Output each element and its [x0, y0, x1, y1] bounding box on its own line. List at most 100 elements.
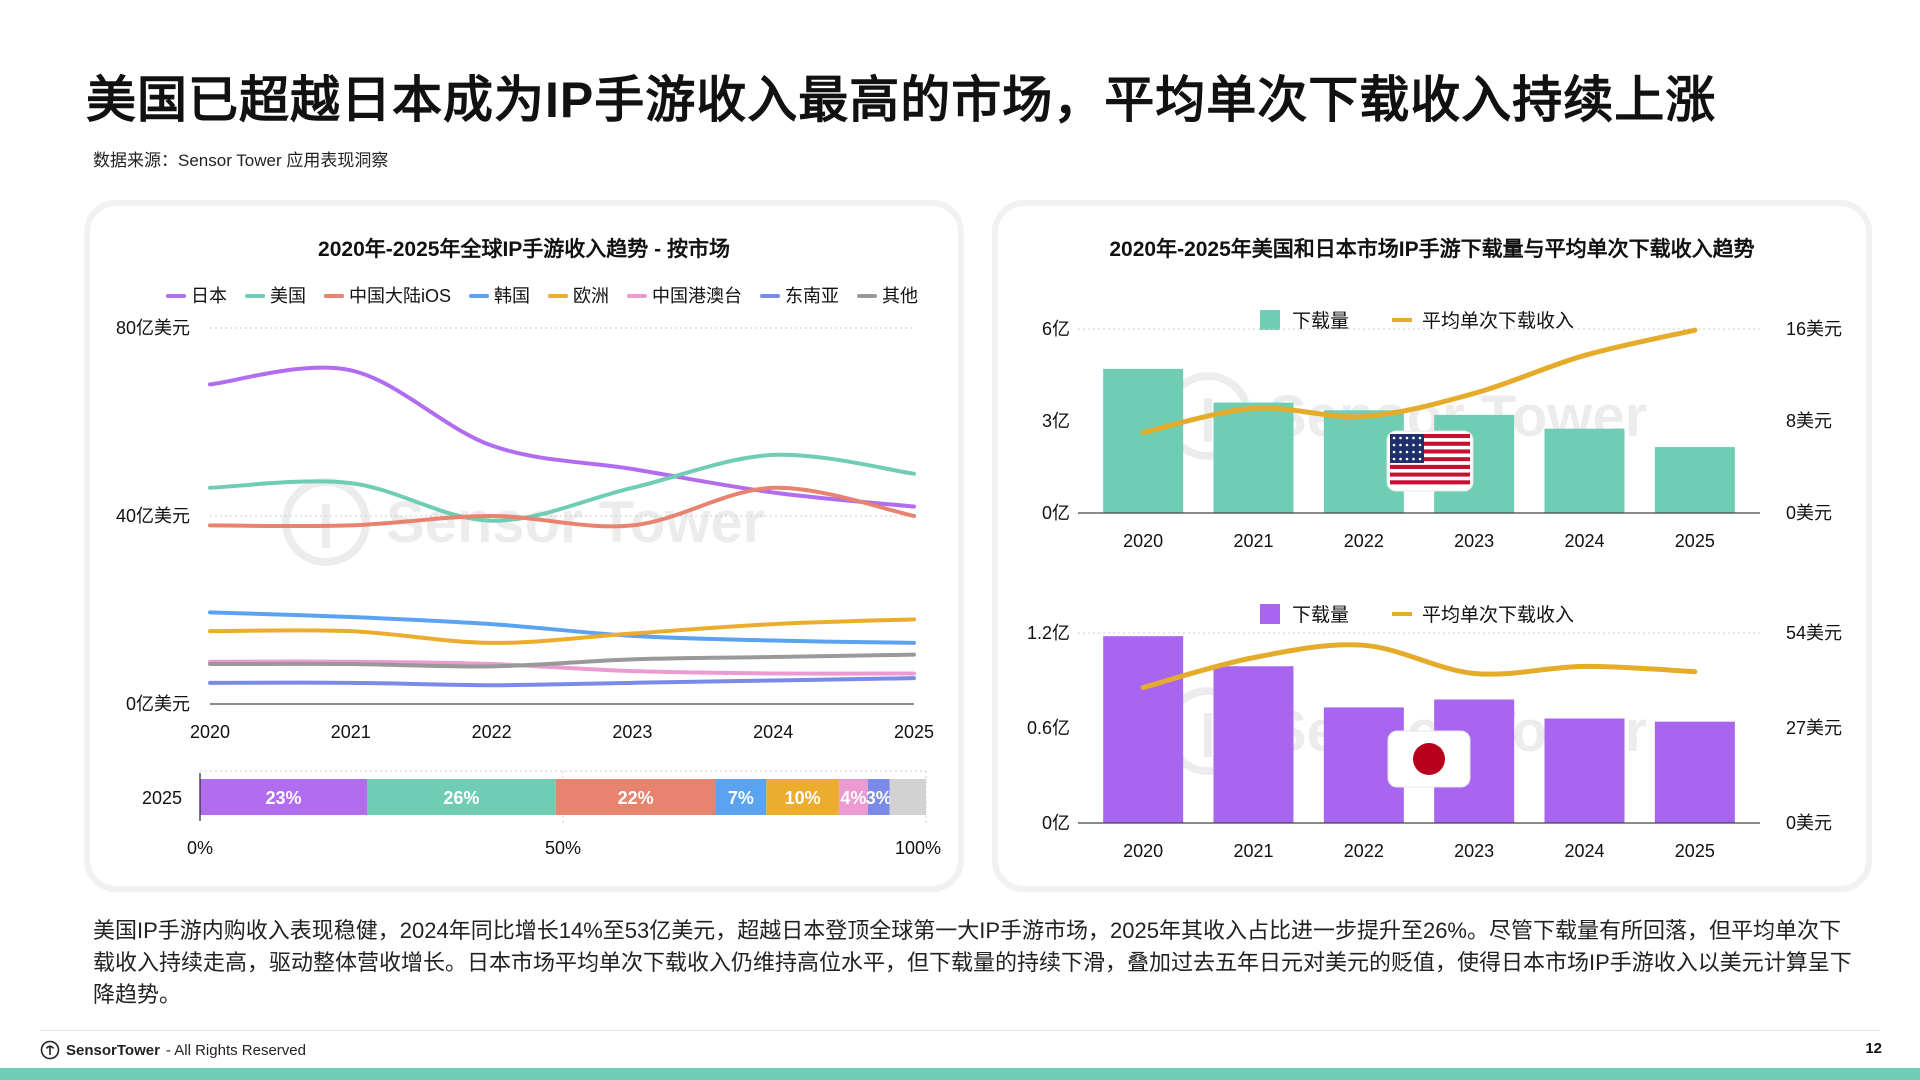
y-right-tick-label: 0美元 [1786, 503, 1832, 523]
legend-item: 韩国 [469, 286, 530, 306]
x-tick-label: 2023 [1454, 531, 1494, 551]
bar-日本-2025 [1654, 721, 1735, 823]
bar-美国-2024 [1544, 428, 1625, 513]
x-tick-label: 2023 [612, 722, 652, 742]
bar-美国-2025 [1654, 447, 1735, 513]
bar-segment-label: 26% [443, 788, 479, 808]
y-left-tick-label: 0亿 [1042, 813, 1070, 833]
bar-segment-label: 23% [265, 788, 301, 808]
x-tick-label: 2024 [753, 722, 793, 742]
y-tick-label: 0亿美元 [126, 694, 190, 714]
page-title: 美国已超越日本成为IP手游收入最高的市场，平均单次下载收入持续上涨 [86, 72, 1717, 128]
bar-美国-2020 [1103, 368, 1184, 513]
bar-segment-label: 7% [728, 788, 754, 808]
us-flag-star [1405, 443, 1409, 447]
us-flag-star [1392, 436, 1396, 440]
x-tick-label: 2020 [1123, 531, 1163, 551]
x-tick-label: 2023 [1454, 841, 1494, 861]
x-tick-label: 2021 [331, 722, 371, 742]
us-flag-star [1392, 457, 1396, 461]
bar-segment-美国 [366, 779, 556, 815]
y-right-tick-label: 16美元 [1786, 319, 1842, 339]
us-flag-star [1399, 450, 1402, 454]
us-flag-star [1418, 457, 1422, 461]
us-flag-star [1399, 443, 1402, 447]
us-flag-star [1405, 457, 1409, 461]
legend-label: 中国大陆iOS [349, 286, 451, 306]
bar-segment-东南亚 [867, 779, 890, 815]
data-source: 数据来源：Sensor Tower 应用表现洞察 [93, 151, 389, 170]
legend-label: 其他 [882, 286, 918, 306]
us-flag-star [1405, 436, 1409, 440]
footer-brand: SensorTower [66, 1041, 160, 1059]
bottom-accent-bar [0, 1068, 1920, 1080]
y-right-tick-label: 27美元 [1786, 718, 1842, 738]
us-flag-stripe-white [1390, 461, 1470, 466]
us-flag-stripe [1390, 472, 1470, 477]
bar-x-tick-label: 100% [895, 838, 941, 858]
legend-item: 欧洲 [548, 286, 609, 306]
legend-item: 美国 [245, 286, 306, 306]
legend-label: 下载量 [1292, 310, 1349, 332]
bar-segment-其他 [889, 779, 926, 815]
bar-segment-中国大陆iOS [555, 779, 716, 815]
legend-label: 日本 [191, 286, 227, 306]
japan-flag-sun [1413, 743, 1445, 775]
bar-segment-label: 4% [840, 788, 866, 808]
legend-label: 下载量 [1292, 604, 1349, 626]
y-tick-label: 80亿美元 [116, 318, 190, 338]
x-tick-label: 2020 [190, 722, 230, 742]
us-flag-star [1412, 457, 1415, 461]
description-text: 美国IP手游内购收入表现稳健，2024年同比增长14%至53亿美元，超越日本登顶… [93, 918, 1852, 1007]
bar-美国-2021 [1213, 402, 1294, 513]
x-tick-label: 2020 [1123, 841, 1163, 861]
legend-item: 其他 [857, 286, 918, 306]
bar-segment-中国港澳台 [838, 779, 868, 815]
us-flag-stripe [1390, 464, 1470, 470]
series-line-中国大陆iOS [208, 485, 916, 529]
legend-item: 中国港澳台 [627, 286, 742, 306]
us-flag-star [1399, 457, 1402, 461]
us-flag-icon [1386, 430, 1474, 492]
us-flag-stripe-white [1390, 453, 1470, 458]
bar-segment-label: 22% [618, 788, 654, 808]
y-left-tick-label: 0.6亿 [1027, 718, 1070, 738]
bar-x-tick-label: 0% [187, 838, 213, 858]
us-flag-stripe [1390, 480, 1470, 485]
bar-segment-label: 10% [785, 788, 821, 808]
arpd-line-美国 [1140, 327, 1698, 435]
page-number: 12 [1865, 1040, 1882, 1057]
y-right-tick-label: 8美元 [1786, 411, 1832, 431]
legend-label: 欧洲 [573, 286, 609, 306]
legend-日本: 下载量 平均单次下载收入 [1260, 604, 1574, 626]
y-left-tick-label: 3亿 [1042, 411, 1070, 431]
legend-label: 美国 [270, 286, 306, 306]
x-tick-label: 2021 [1233, 841, 1273, 861]
us-flag-star [1392, 450, 1396, 454]
us-flag-stripe-white [1390, 469, 1470, 474]
x-tick-label: 2021 [1233, 531, 1273, 551]
footer: SensorTower - All Rights Reserved [40, 1040, 306, 1060]
us-flag-star [1412, 450, 1415, 454]
us-flag-stripe [1390, 449, 1470, 454]
us-flag-star [1392, 443, 1396, 447]
y-left-tick-label: 1.2亿 [1027, 623, 1070, 643]
us-flag-star [1412, 436, 1415, 440]
y-left-tick-label: 6亿 [1042, 319, 1070, 339]
series-line-中国港澳台 [208, 659, 916, 676]
y-right-tick-label: 0美元 [1786, 813, 1832, 833]
legend-label: 韩国 [494, 286, 530, 306]
us-flag-star [1418, 450, 1422, 454]
us-flag-stripe-white [1390, 476, 1470, 481]
series-line-东南亚 [208, 676, 916, 688]
bar-category-label: 2025 [142, 788, 182, 808]
us-flag-star [1399, 436, 1402, 440]
series-line-欧洲 [208, 617, 916, 645]
legend-label: 平均单次下载收入 [1422, 310, 1574, 332]
x-tick-label: 2024 [1564, 531, 1604, 551]
bar-segment-label: 3% [866, 788, 892, 808]
x-tick-label: 2025 [1675, 841, 1715, 861]
series-line-其他 [208, 652, 916, 669]
x-tick-label: 2022 [472, 722, 512, 742]
x-tick-label: 2025 [1675, 531, 1715, 551]
